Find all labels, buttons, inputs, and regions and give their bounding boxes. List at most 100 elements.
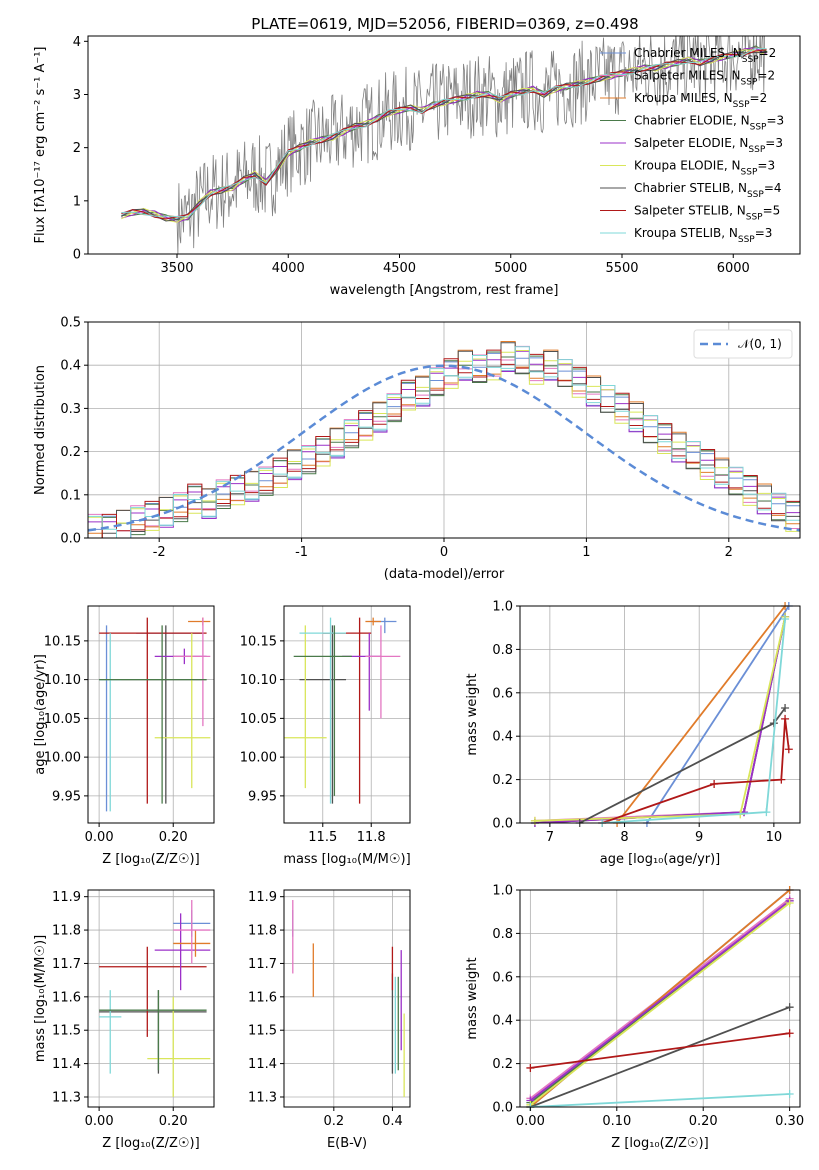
y-tick-label: 1.0 <box>492 600 513 615</box>
weight-line <box>616 606 786 823</box>
y-tick-label: 11.7 <box>248 957 277 972</box>
weight-line <box>529 900 791 1102</box>
x-tick-label: 0.20 <box>159 1114 188 1129</box>
axes-frame <box>519 605 801 824</box>
x-tick-label: 2 <box>725 545 733 560</box>
axes-frame <box>87 35 801 255</box>
y-tick-label: 0.8 <box>492 927 513 942</box>
weight-marker <box>785 1003 794 1012</box>
model-line <box>121 47 767 218</box>
y-tick-label: 0.0 <box>492 1101 513 1116</box>
panel-massweight-vs-age: 7 8 9 10 0.0 0.2 0.4 0.6 0.8 1.0 age [log₁₀(age/yr… <box>465 600 801 867</box>
y-tick-label: 0.2 <box>60 445 81 460</box>
y-tick-label: 0.5 <box>60 316 81 331</box>
x-axis-label: mass [log₁₀(M/M☉)] <box>283 852 410 867</box>
weight-marker <box>526 1063 535 1072</box>
plot-area <box>284 890 410 1107</box>
x-tick-label: 0.00 <box>85 830 114 845</box>
legend-box <box>693 329 793 359</box>
legend: Chabrier MILES, NSSP=2 Salpeter MILES, NS… <box>600 46 784 245</box>
x-tick-label: 3500 <box>160 261 193 276</box>
legend-entry: Chabrier ELODIE, NSSP=3 <box>634 114 784 133</box>
axes-frame <box>519 889 801 1108</box>
weight-line <box>646 606 790 823</box>
x-tick-label: 5500 <box>605 261 638 276</box>
weight-line <box>530 1006 790 1107</box>
x-tick-label: 0.00 <box>516 1114 545 1129</box>
y-tick-label: 1.0 <box>492 884 513 899</box>
weight-line <box>530 1093 790 1107</box>
y-tick-label: 2 <box>73 141 81 156</box>
y-tick-label: 4 <box>73 35 81 50</box>
x-axis-label: E(B-V) <box>327 1136 367 1151</box>
y-tick-label: 11.7 <box>52 957 81 972</box>
y-tick-label: 11.5 <box>248 1024 277 1039</box>
x-tick-label: 4500 <box>383 261 416 276</box>
x-axis-label: age [log₁₀(age/yr)] <box>600 852 721 867</box>
panel-massweight-vs-Z: 0.00 0.10 0.20 0.30 0.0 0.2 0.4 0.6 0.8 1.0 Z [log… <box>465 884 804 1152</box>
legend-entry: Chabrier STELIB, NSSP=4 <box>634 181 782 200</box>
y-axis-label: mass weight <box>465 957 480 1039</box>
axes-frame <box>87 889 215 1108</box>
weight-marker <box>777 775 786 784</box>
y-axis-label: mass [log₁₀(M/M☉)] <box>33 935 48 1062</box>
legend-entry: Kroupa ELODIE, NSSP=3 <box>634 159 775 178</box>
weight-line <box>530 1032 790 1069</box>
y-tick-label: 11.6 <box>52 990 81 1005</box>
x-axis-label: Z [log₁₀(Z/Z☉)] <box>611 1136 708 1151</box>
legend-entry: Salpeter ELODIE, NSSP=3 <box>634 136 783 155</box>
y-tick-label: 0.6 <box>492 686 513 701</box>
y-tick-label: 0.0 <box>60 532 81 547</box>
x-tick-label: -2 <box>153 545 166 560</box>
weight-marker <box>781 615 790 624</box>
y-tick-label: 10.00 <box>240 751 277 766</box>
y-tick-label: 10.10 <box>44 673 81 688</box>
legend-entry: Salpeter MILES, NSSP=2 <box>634 69 775 88</box>
y-tick-label: 0.0 <box>492 817 513 832</box>
weight-marker <box>784 745 793 754</box>
model-line <box>121 49 767 223</box>
y-tick-label: 10.00 <box>44 751 81 766</box>
x-axis-label: wavelength [Angstrom, rest frame] <box>330 283 559 298</box>
x-axis-label: Z [log₁₀(Z/Z☉)] <box>102 1136 199 1151</box>
y-tick-label: 10.15 <box>44 634 81 649</box>
model-line <box>121 51 767 222</box>
y-tick-label: 0.2 <box>492 1057 513 1072</box>
y-tick-label: 10.10 <box>240 673 277 688</box>
x-tick-label: 8 <box>620 830 628 845</box>
y-tick-label: 9.95 <box>248 789 277 804</box>
x-tick-label: 4000 <box>272 261 305 276</box>
y-tick-label: 0.4 <box>492 730 513 745</box>
data-spectrum <box>121 36 766 254</box>
y-tick-label: 10.15 <box>240 634 277 649</box>
plot-area <box>284 606 410 823</box>
x-tick-label: 0.00 <box>85 1114 114 1129</box>
y-axis-label: Normed distribution <box>33 365 48 495</box>
y-tick-label: 11.9 <box>52 890 81 905</box>
x-tick-label: 0.20 <box>689 1114 718 1129</box>
x-tick-label: 0 <box>440 545 448 560</box>
y-tick-label: 11.8 <box>248 924 277 939</box>
y-tick-label: 0.4 <box>60 359 81 374</box>
histogram-step <box>88 346 800 538</box>
y-axis-label: mass weight <box>465 673 480 755</box>
legend-entry: Kroupa MILES, NSSP=2 <box>634 91 767 110</box>
y-tick-label: 10.05 <box>44 712 81 727</box>
x-tick-label: 10 <box>766 830 783 845</box>
x-tick-label: 0.4 <box>382 1114 403 1129</box>
model-line <box>121 45 767 221</box>
weight-line <box>529 902 791 1106</box>
y-tick-label: 0 <box>73 248 81 263</box>
y-tick-label: 3 <box>73 88 81 103</box>
plot-area <box>88 890 214 1107</box>
weight-marker <box>781 703 790 712</box>
x-tick-label: 6000 <box>717 261 750 276</box>
weight-marker <box>710 779 719 788</box>
y-tick-label: 11.5 <box>52 1024 81 1039</box>
panel-age-vs-Z: 0.00 0.20 9.95 10.00 10.05 10.10 10.15 Z [log₁₀… <box>33 605 215 867</box>
axes-frame <box>87 605 215 824</box>
panel-mass-vs-Z: 0.00 0.20 11.3 11.4 11.5 11.6 11.7 11.8 11.9 Z [l… <box>33 889 215 1151</box>
weight-marker <box>781 714 790 723</box>
y-axis-label: Flux [fλ10⁻¹⁷ erg cm⁻² s⁻¹ A⁻¹] <box>33 47 48 244</box>
